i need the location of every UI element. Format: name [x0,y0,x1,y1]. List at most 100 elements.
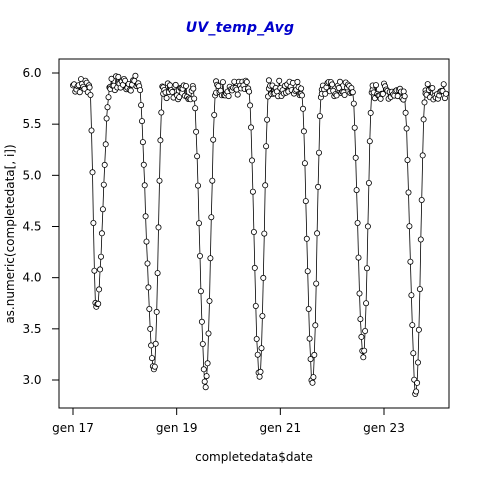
data-point [303,235,310,242]
data-point [309,379,316,386]
data-point [354,219,361,226]
data-point [351,124,358,131]
y-axis: 3.0 3.5 4.0 4.5 5.0 5.5 6.0 [22,66,60,387]
data-point [190,85,197,92]
data-point [421,99,428,106]
x-tick-label: gen 17 [52,421,94,435]
data-point [372,82,379,89]
data-point [310,374,317,381]
data-point [251,264,258,271]
data-point [163,95,170,102]
data-point [98,230,105,237]
data-point [145,284,152,291]
data-point [417,236,424,243]
data-point [405,189,412,196]
y-axis-label: as.numeric(completedata[, i]) [3,144,17,323]
data-point [172,81,179,88]
data-point [86,84,93,91]
data-point [144,260,151,267]
data-point [254,351,261,358]
data-point [257,368,264,375]
data-point [89,169,96,176]
data-point [194,182,201,189]
data-point [316,113,323,120]
data-point [95,300,102,307]
data-point [406,223,413,230]
series-uv-temp-avg [70,72,449,397]
data-point [306,335,313,342]
data-point [410,350,417,357]
data-point [203,373,210,380]
data-point [225,93,232,100]
data-point [415,326,422,333]
data-point [197,288,204,295]
data-point [414,359,421,366]
x-tick-label: gen 23 [363,421,405,435]
data-point [205,330,212,337]
data-point [207,255,214,262]
data-point [356,290,363,297]
data-point [341,92,348,99]
data-point [132,72,139,79]
data-point [139,139,146,146]
data-point [143,238,150,245]
data-point [138,102,145,109]
data-point [176,94,183,101]
data-point [99,206,106,213]
data-point [97,266,104,273]
data-point [91,267,98,274]
data-point [429,85,436,92]
data-point [140,161,147,168]
data-point [247,124,254,131]
x-axis-label: completedata$date [195,450,313,464]
data-point [407,258,414,265]
data-point [105,94,112,101]
data-point [364,223,371,230]
data-point [247,102,254,109]
data-point [202,384,209,391]
data-point [249,188,256,195]
y-tick-label: 5.5 [22,117,41,131]
data-point [256,373,263,380]
data-point [211,112,218,119]
data-point [299,105,306,112]
data-point [137,87,144,94]
data-point [96,286,103,293]
data-point [401,93,408,100]
data-point [366,138,373,145]
data-point [322,90,329,97]
data-point [315,149,322,156]
data-point [301,160,308,167]
data-point [442,90,449,97]
data-point [196,252,203,259]
data-point [314,230,321,237]
data-point [261,230,268,237]
data-point [349,89,356,96]
data-point [156,177,163,184]
data-point [87,92,94,99]
data-point [102,141,109,148]
data-point [300,128,307,135]
data-point [252,302,259,309]
x-tick-label: gen 21 [259,421,301,435]
data-point [276,77,283,84]
data-point [253,335,260,342]
y-tick-label: 4.0 [22,271,41,285]
data-point [265,77,272,84]
data-point [193,128,200,135]
data-point [305,305,312,312]
data-point [424,81,431,88]
data-point [311,351,318,358]
data-point [304,268,311,275]
data-point [357,316,364,323]
data-point [246,88,253,95]
data-point [263,143,270,150]
data-point [155,224,162,231]
data-point [243,79,250,86]
data-point [260,274,267,281]
data-point [104,104,111,111]
data-point [108,75,115,82]
data-point [157,137,164,144]
data-point [141,182,148,189]
data-point [142,213,149,220]
